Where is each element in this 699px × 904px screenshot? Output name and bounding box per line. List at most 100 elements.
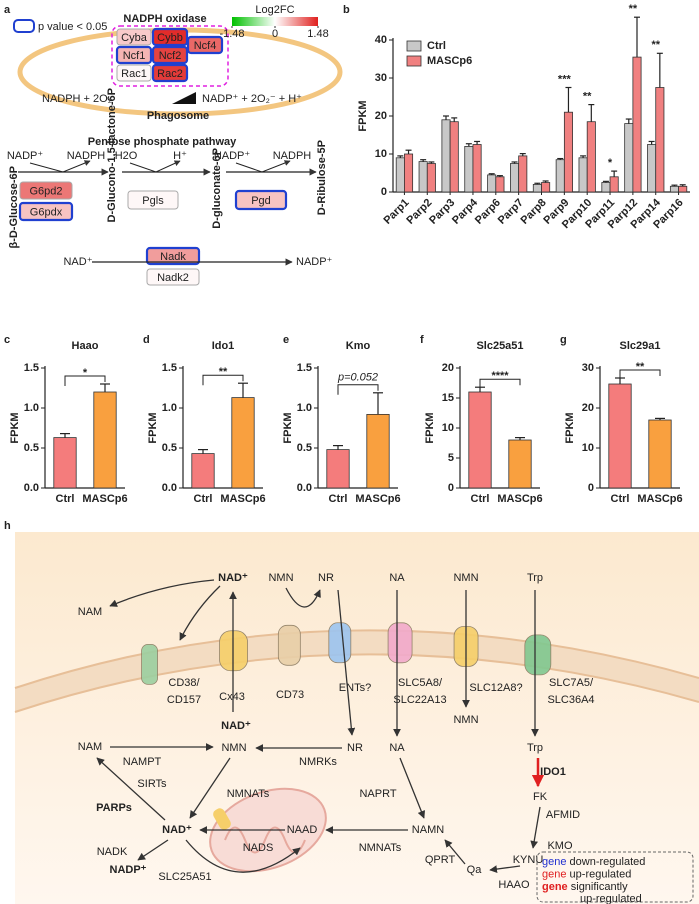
bar [541,182,551,193]
y-tick-label: 0.5 [24,442,39,454]
bar [468,391,492,489]
significance: ** [629,3,638,15]
bar [678,185,688,193]
pathway-label: NADP⁺ [110,864,147,876]
gene-name: Cyba [121,32,148,44]
x-tick-label: MASCp6 [220,493,265,505]
metabolite: β-D-Glucose-6P [8,166,20,249]
y-tick-label: 15 [442,392,454,404]
chart-title: Kmo [346,340,371,352]
x-tick-label: MASCp6 [82,493,127,505]
pathway-label: NADK [97,846,128,858]
pathway-label: NMNATs [227,788,270,800]
legend-text: up-regulated [570,868,632,880]
cofactor: H⁺ [173,150,187,162]
gene-box [145,246,201,266]
legend-gene: gene [542,868,566,880]
cofactor-arrow [129,160,181,173]
sig-legend-swatch [13,19,35,33]
bar [624,123,634,193]
gene-box [146,268,200,286]
pathway-label: HAAO [498,879,530,891]
y-tick-label: 10 [375,148,387,160]
bar [495,176,505,193]
pathway-label: SLC22A13 [393,694,446,706]
gene-box [115,45,153,65]
panel-letter: f [420,334,424,346]
bar [518,155,528,193]
significance: ** [636,361,645,373]
gene-name: Nadk2 [157,272,189,284]
bar [563,111,573,193]
legend-swatch [406,40,422,52]
legend-text: down-regulated [570,856,646,868]
scale-tick-label: 1.48 [307,28,328,40]
pathway-label: NA [389,572,405,584]
y-tick-label: 1.0 [162,402,177,414]
gene-name: G6pdx [30,206,63,218]
x-tick-label: MASCp6 [355,493,400,505]
membrane-inner [14,653,699,713]
chart-title: Ido1 [212,340,235,352]
x-tick-label: Ctrl [56,493,75,505]
bar [632,56,642,193]
pathway-title: Pentose phosphate pathway [88,136,237,148]
y-axis-label: FPKM [424,412,436,443]
scale-tick-label: 0 [272,28,278,40]
nadp: NADP⁺ [296,256,333,268]
y-axis-label: FPKM [147,412,159,443]
y-tick-label: 20 [582,402,594,414]
y-tick-label: 0.5 [297,442,312,454]
pathway-label: NAD⁺ [162,824,192,836]
scale-bar [232,17,318,26]
sig-legend-text: p value < 0.05 [38,21,107,33]
complex-box [111,25,229,87]
bar [669,185,679,193]
bar [366,413,390,489]
metabolite: D-gluconate-6P [211,148,223,229]
complex-title: NADPH oxidase [123,13,206,25]
pathway-arrow [189,757,231,819]
pathway-arrow [137,839,169,861]
bar [586,121,596,193]
legend-entry: gene down-regulated [542,856,645,868]
bar [395,157,405,193]
significance: ** [583,91,592,103]
pathway-arrow [489,865,521,873]
y-tick-label: 20 [375,110,387,122]
legend-text: significantly [571,881,628,893]
bar [426,163,436,193]
y-tick-label: 1.5 [297,362,312,374]
pathway-label: NMN [221,742,246,754]
panel-letter: c [4,334,10,346]
pathway-label: KYNU [513,854,544,866]
panel-letter: e [283,334,289,346]
y-axis-label: FPKM [9,412,21,443]
gene-name: Ncf2 [159,50,182,62]
pathway-label: SLC12A8? [469,682,522,694]
significance: * [83,367,88,379]
pathway-label: Trp [527,572,543,584]
panel-letter: h [4,520,11,532]
pathway-arrow [444,839,466,865]
gene-name: Cybb [157,32,183,44]
transporter [387,622,413,664]
bar [404,153,414,193]
gene-name: Ncf1 [123,50,146,62]
pathway-arrow [109,579,215,607]
bar [655,87,665,193]
pathway-label: ENTs? [339,682,371,694]
panel-letter: d [143,334,150,346]
gene-name: G6pd2 [29,185,62,197]
cofactor: NADP⁺ [214,150,251,162]
y-axis-label: FPKM [282,412,294,443]
pathway-arrow [530,806,541,849]
y-tick-label: 0 [588,482,594,494]
legend-label: Ctrl [427,40,446,52]
bar [487,174,497,193]
gene-box [234,189,288,211]
y-tick-label: 0 [381,186,387,198]
pathway-label: NAD⁺ [218,572,248,584]
y-tick-label: 0 [448,482,454,494]
